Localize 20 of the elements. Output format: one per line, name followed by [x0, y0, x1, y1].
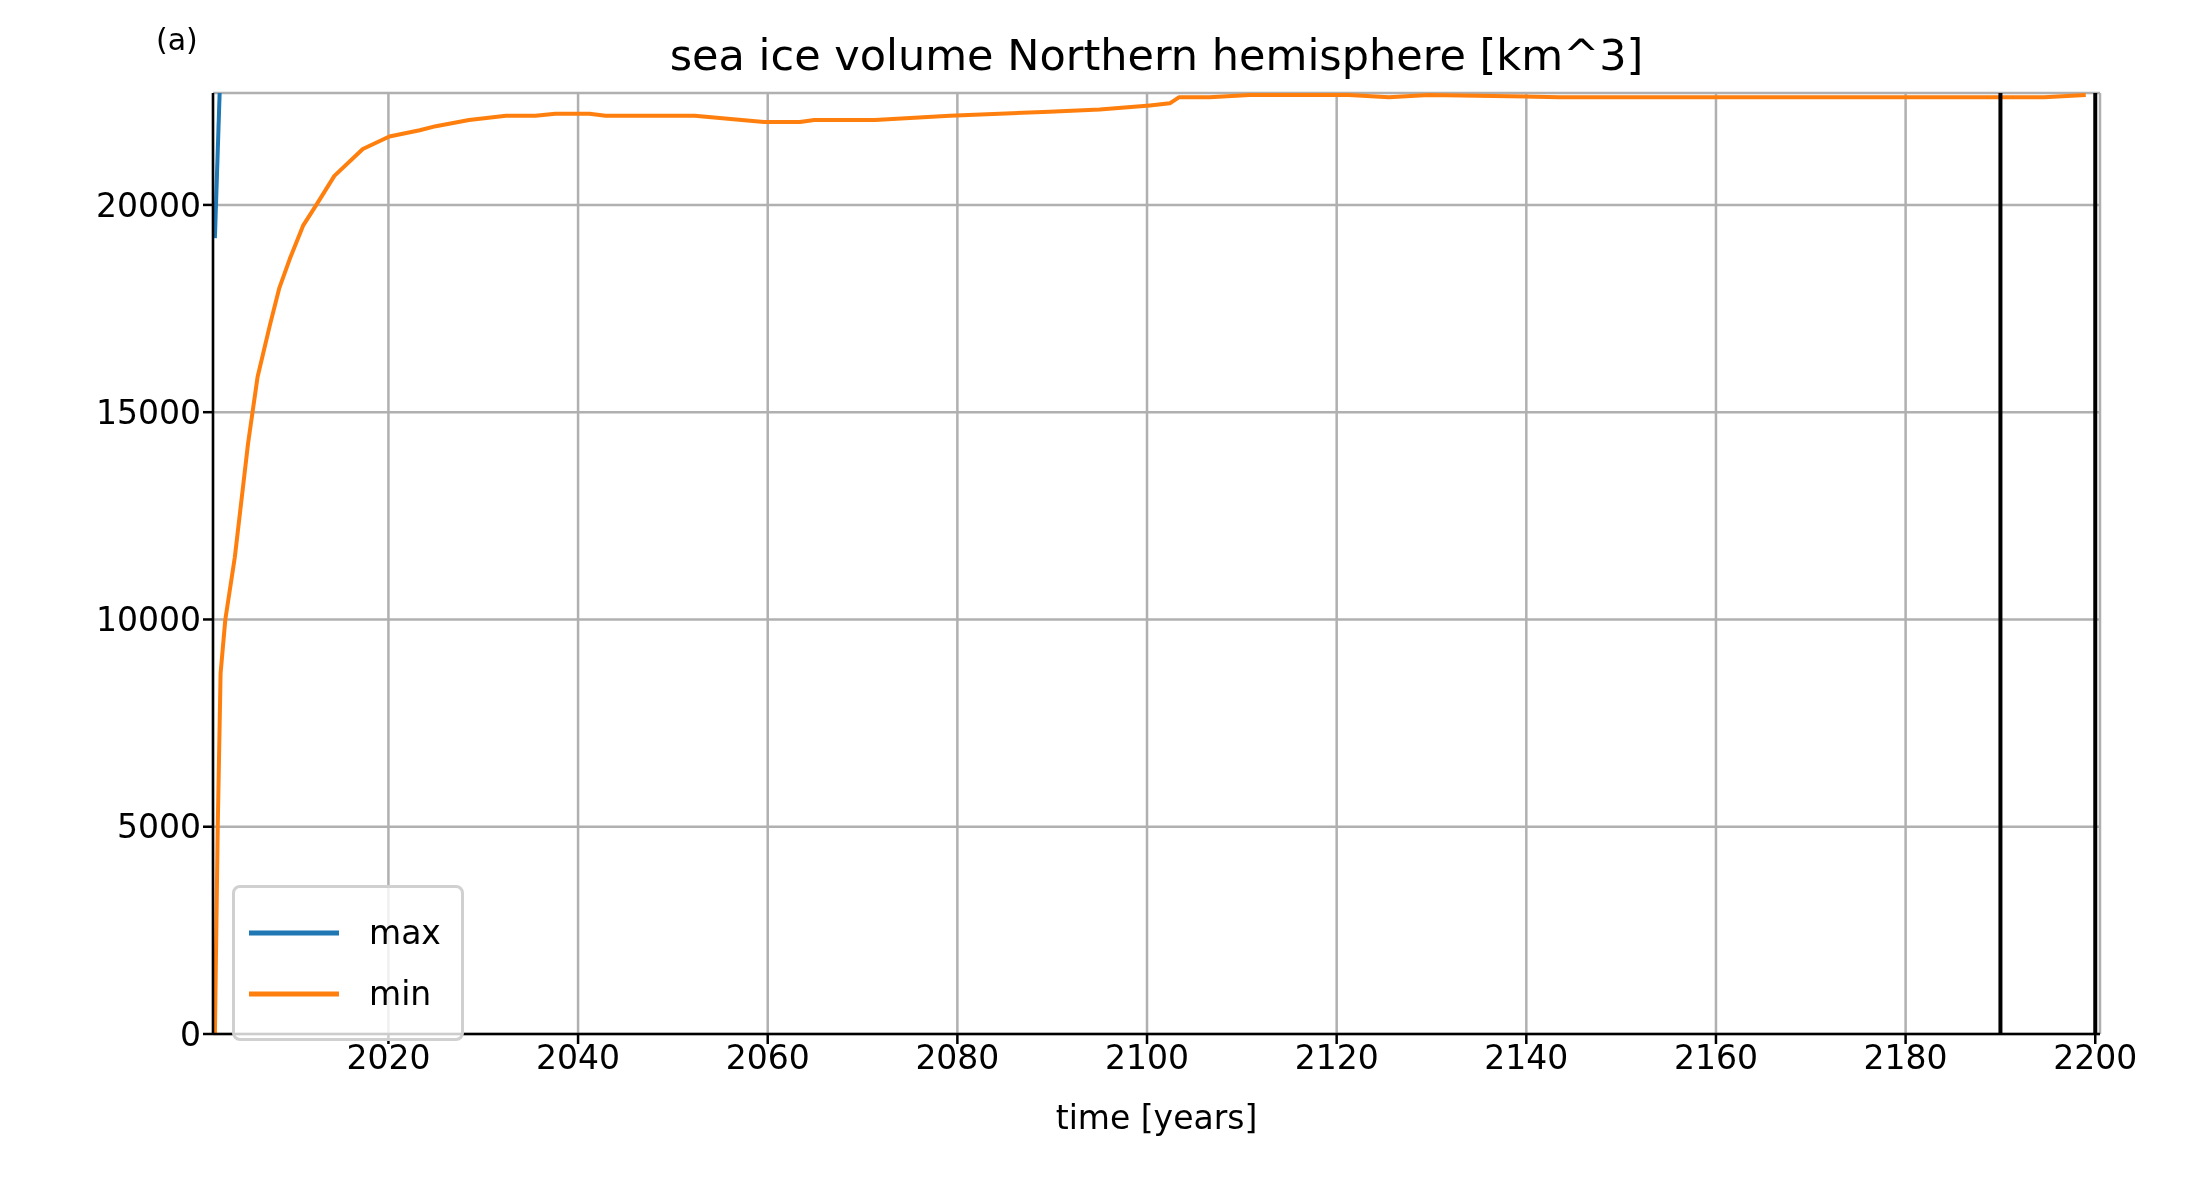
- x-tick-label: 2140: [1484, 1038, 1569, 1078]
- x-tick-label: 2160: [1673, 1038, 1758, 1078]
- y-tick-label: 20000: [96, 185, 201, 225]
- x-axis-title: time [years]: [1055, 1098, 1258, 1137]
- y-tick-label: 15000: [96, 392, 201, 432]
- x-tick-label: 2180: [1863, 1038, 1948, 1078]
- x-tick-label: 2020: [346, 1038, 431, 1078]
- y-tick-label: 0: [180, 1014, 201, 1054]
- x-tick-label: 2040: [536, 1038, 621, 1078]
- x-tick-label: 2100: [1105, 1038, 1190, 1078]
- x-tick-label: 2120: [1294, 1038, 1379, 1078]
- x-tick-label: 2080: [915, 1038, 1000, 1078]
- chart-title: sea ice volume Northern hemisphere [km^3]: [668, 30, 1645, 80]
- text: (a): [156, 22, 198, 57]
- legend-label: max: [369, 913, 441, 952]
- x-tick-label: 2200: [2053, 1038, 2138, 1078]
- y-tick-label: 5000: [117, 807, 201, 847]
- legend-label: min: [369, 974, 432, 1013]
- x-tick-label: 2060: [725, 1038, 810, 1078]
- y-tick-label: 10000: [96, 600, 201, 640]
